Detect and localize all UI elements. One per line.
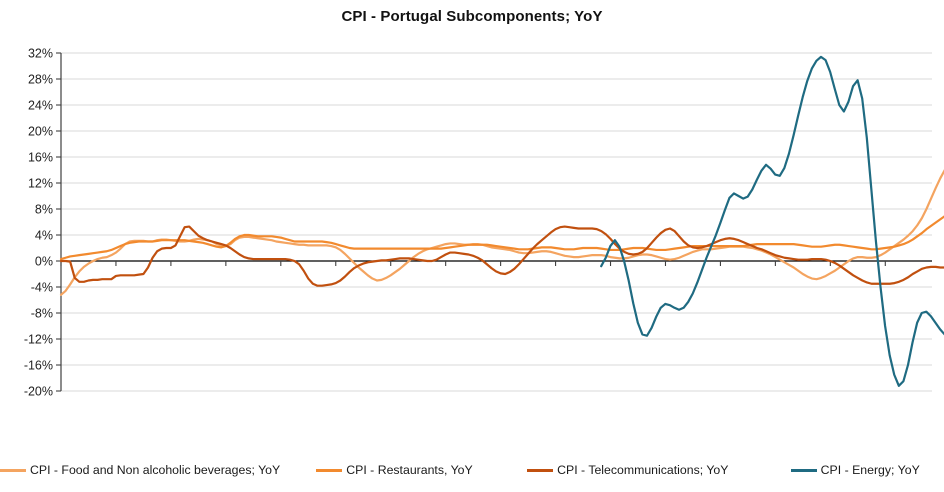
x-tick-label: Jan 23	[757, 399, 795, 400]
series-line-0	[59, 169, 944, 296]
legend-color-swatch	[790, 468, 817, 472]
series-line-1	[59, 215, 944, 261]
chart-title: CPI - Portugal Subcomponents; YoY	[341, 8, 603, 25]
x-tick-labels-group: Jan10 Jan11 Jan12 Jan13 Jan14 Jan15 Jan16 Jan17…	[44, 399, 904, 400]
y-tick-label: 4%	[35, 229, 53, 243]
x-tick-label: Jan 19	[537, 399, 575, 400]
y-tick-labels-group: 32% 28% 24% 20% 16% 12% 8% 4% 0% -4% -8% -12% -16% -2…	[24, 47, 53, 399]
y-tick-label: 20%	[28, 125, 53, 139]
legend-label: CPI - Restaurants, YoY	[346, 463, 473, 477]
series-line-2	[59, 225, 944, 287]
y-tick-label: 12%	[28, 177, 53, 191]
legend-label: CPI - Food and Non alcoholic beverages; …	[30, 463, 281, 477]
y-tick-label: -4%	[31, 281, 53, 295]
y-tick-label: 0%	[35, 255, 53, 269]
x-tick-label: Jan 21	[647, 399, 685, 400]
legend-label: CPI - Energy; YoY	[820, 463, 920, 477]
y-tick-label: -8%	[31, 307, 53, 321]
series-group	[59, 55, 944, 387]
line-chart-svg: 32% 28% 24% 20% 16% 12% 8% 4% 0% -4% -8% -12% -16% -2…	[24, 47, 944, 400]
y-tick-label: 8%	[35, 203, 53, 217]
legend-item-1[interactable]: CPI - Restaurants, YoY	[316, 463, 527, 477]
series-line-3	[600, 55, 944, 387]
legend-item-3[interactable]: CPI - Energy; YoY	[790, 463, 944, 477]
x-tick-label: Jan12	[154, 399, 188, 400]
x-tick-label: Jan14	[264, 399, 298, 400]
x-tick-label: Jan17	[429, 399, 463, 400]
y-tick-label: -12%	[24, 333, 53, 347]
y-tick-label: -20%	[24, 385, 53, 399]
legend-color-swatch	[316, 468, 343, 472]
x-tick-label: Jan15	[319, 399, 353, 400]
plot-area: 32% 28% 24% 20% 16% 12% 8% 4% 0% -4% -8% -12% -16% -2…	[0, 45, 944, 400]
x-tick-label: Jan 20	[592, 399, 630, 400]
x-tick-label: Jan13	[209, 399, 243, 400]
legend-color-swatch	[0, 468, 26, 472]
gridlines-group	[61, 52, 932, 392]
axes-group	[56, 52, 932, 392]
chart-legend: CPI - Food and Non alcoholic beverages; …	[0, 455, 944, 485]
y-tick-label: -16%	[24, 359, 53, 373]
legend-item-0[interactable]: CPI - Food and Non alcoholic beverages; …	[0, 463, 316, 477]
x-tick-label: Jan11	[99, 399, 132, 400]
x-tick-label: Jan16	[374, 399, 408, 400]
y-tick-label: 28%	[28, 73, 53, 87]
legend-color-swatch	[527, 468, 554, 472]
legend-label: CPI - Telecommunications; YoY	[557, 463, 729, 477]
y-tick-label: 24%	[28, 99, 53, 113]
x-tick-label: Jan 25	[867, 399, 905, 400]
y-tick-label: 16%	[28, 151, 53, 165]
x-tick-label: Jan 24	[812, 399, 850, 400]
x-tick-label: Jan 18	[482, 399, 520, 400]
legend-item-2[interactable]: CPI - Telecommunications; YoY	[527, 463, 791, 477]
x-tick-label: Jan 22	[702, 399, 740, 400]
y-tick-label: 32%	[28, 47, 53, 61]
x-tick-label: Jan10	[44, 399, 78, 400]
